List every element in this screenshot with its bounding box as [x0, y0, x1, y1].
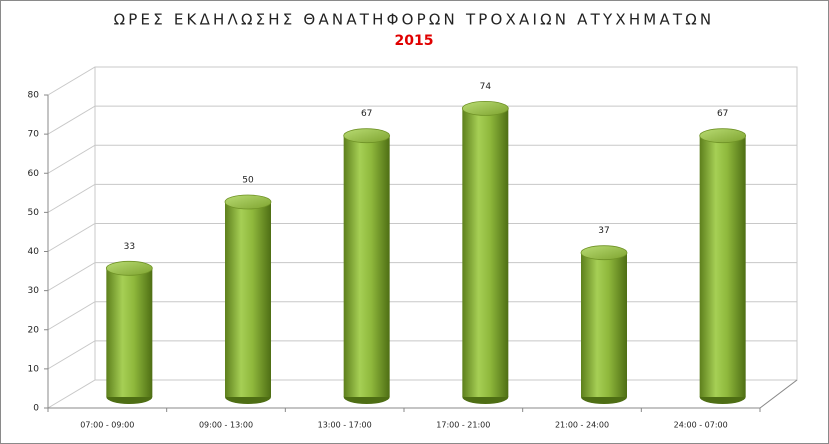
bar-top	[224, 194, 272, 210]
grid-line	[47, 301, 797, 331]
data-label: 67	[717, 109, 728, 119]
y-tick-label: 70	[28, 130, 40, 140]
data-label: 37	[598, 226, 609, 236]
y-tick-label: 30	[28, 286, 40, 296]
bar-top	[461, 101, 509, 116]
x-tick-label: 21:00 - 24:00	[555, 421, 609, 430]
y-tick-label: 40	[28, 247, 40, 257]
data-label: 33	[124, 242, 135, 252]
chart-subtitle: 2015	[395, 33, 434, 49]
bar	[225, 202, 271, 397]
bar	[462, 108, 509, 398]
bar	[343, 135, 390, 397]
data-label: 67	[361, 109, 372, 119]
chart-title: ΩΡΕΣ ΕΚΔΗΛΩΣΗΣ ΘΑΝΑΤΗΦΟΡΩΝ ΤΡΟΧΑΙΩΝ ΑΤΥΧ…	[114, 11, 715, 29]
grid-line	[47, 144, 797, 174]
bar	[106, 268, 153, 397]
y-tick-label: 10	[28, 364, 40, 374]
grid-line	[47, 183, 797, 213]
y-tick-label: 20	[28, 325, 40, 335]
grid-line	[47, 105, 797, 135]
x-tick-label: 09:00 - 13:00	[199, 421, 253, 430]
data-label: 74	[480, 82, 492, 92]
bar	[699, 135, 746, 397]
y-tick-label: 50	[28, 208, 40, 218]
x-tick-label: 17:00 - 21:00	[436, 421, 490, 430]
bar-top	[105, 260, 153, 276]
data-label: 50	[242, 176, 254, 186]
grid-line	[47, 223, 797, 252]
x-tick-label: 07:00 - 09:00	[80, 421, 134, 430]
grid-line	[47, 66, 797, 96]
grid-line	[47, 262, 797, 292]
x-tick-label: 13:00 - 17:00	[318, 421, 372, 430]
bar-top	[580, 245, 628, 261]
bar-top	[699, 128, 747, 144]
x-tick-label: 24:00 - 07:00	[674, 421, 728, 430]
bar-top	[343, 128, 391, 144]
y-tick-label: 60	[28, 169, 40, 179]
grid-line	[47, 379, 797, 409]
bar	[581, 252, 627, 397]
grid-line	[47, 340, 797, 370]
y-tick-label: 0	[33, 404, 39, 414]
y-tick-label: 80	[28, 91, 40, 101]
